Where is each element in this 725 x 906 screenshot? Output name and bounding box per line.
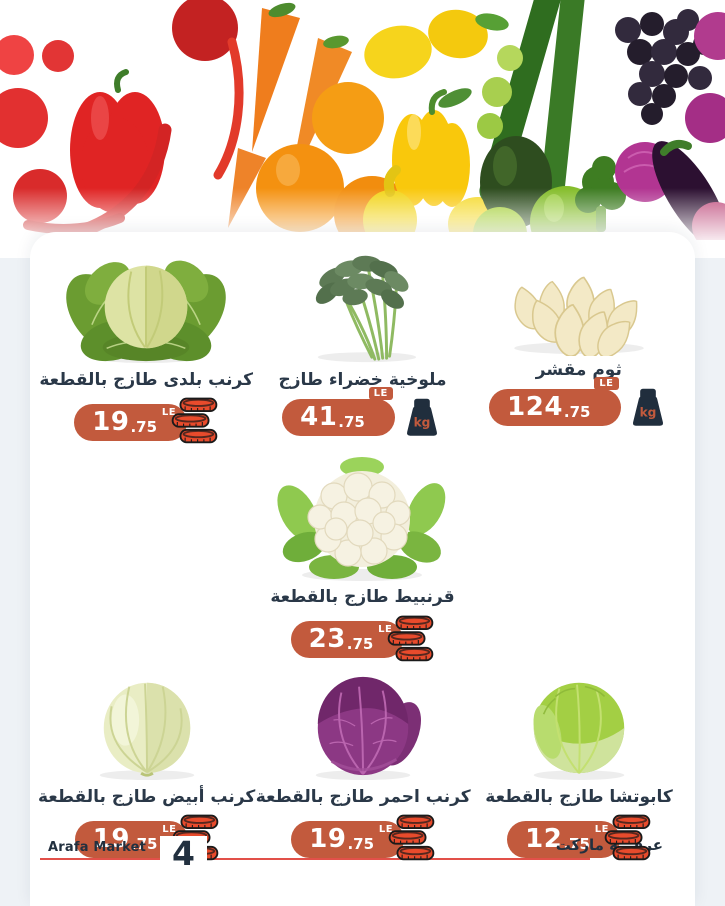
price-pill: LE 23.75	[290, 621, 404, 659]
product-card: كرنب احمر طازج بالقطعة LE 19.75	[255, 667, 471, 864]
product-row-1: كرنب بلدى طازج بالقطعة LE 19.75 ملوخية خ…	[38, 246, 687, 447]
price-tag: LE 23.75	[290, 615, 435, 665]
product-row-2: قرنبيط طازج بالقطعة LE 23.75	[38, 451, 687, 664]
kg-weight-icon	[401, 397, 443, 437]
price-pill: LE 41.75	[282, 386, 395, 436]
price-frac: .75	[346, 635, 374, 654]
cauliflower-image	[272, 451, 452, 583]
products-card: كرنب بلدى طازج بالقطعة LE 19.75 ملوخية خ…	[30, 232, 695, 906]
currency-label: LE	[378, 823, 394, 835]
price-tag: LE 19.75	[291, 814, 435, 864]
coins-icon	[388, 814, 435, 864]
price-main: 19	[92, 823, 130, 854]
price-frac: .75	[563, 834, 590, 853]
coins-icon	[171, 397, 218, 447]
coins-icon	[387, 615, 434, 665]
currency-label: LE	[594, 823, 609, 835]
price-main: 124	[507, 391, 563, 422]
kg-weight-icon	[627, 387, 669, 427]
hero-produce-image	[0, 0, 725, 258]
currency-label: LE	[378, 624, 393, 636]
currency-label: LE	[161, 406, 177, 418]
coins-icon	[604, 814, 651, 864]
product-card: قرنبيط طازج بالقطعة LE 23.75	[270, 451, 455, 665]
green-cabbage-image	[62, 246, 230, 366]
product-row-3: كرنب أبيض طازج بالقطعة LE 19.75 كرنب احم…	[38, 667, 687, 864]
product-card: ملوخية خضراء طازج LE 41.75	[254, 246, 470, 447]
price-tag: LE 124.75	[489, 376, 669, 427]
product-card: كرنب بلدى طازج بالقطعة LE 19.75	[38, 246, 254, 447]
red-cabbage-image	[284, 667, 442, 783]
brand-name-english: Arafa Market	[48, 840, 147, 855]
kabutcha-lettuce-image	[500, 667, 658, 783]
price-main: 19	[92, 406, 130, 437]
price-pill: LE 19.75	[291, 820, 405, 858]
currency-label: LE	[368, 386, 393, 400]
price-tag: LE 19.75	[74, 397, 218, 447]
price-main: 19	[309, 823, 347, 854]
product-card: ثوم مقشر LE 124.75	[471, 246, 687, 447]
currency-label: LE	[162, 823, 177, 835]
price-pill: LE 19.75	[74, 403, 188, 441]
price-main: 23	[308, 624, 346, 655]
product-card: كرنب أبيض طازج بالقطعة LE 19.75	[38, 667, 255, 864]
page-number: 4	[160, 835, 207, 873]
product-name: ملوخية خضراء طازج	[278, 370, 447, 390]
product-name: قرنبيط طازج بالقطعة	[270, 587, 455, 608]
price-main: 41	[300, 401, 338, 432]
peeled-garlic-image	[485, 246, 673, 356]
price-pill: LE 124.75	[489, 376, 621, 426]
currency-label: LE	[594, 376, 619, 390]
white-cabbage-image	[68, 667, 226, 783]
price-frac: .75	[347, 834, 375, 853]
price-frac: .75	[130, 834, 158, 853]
product-name: كرنب بلدى طازج بالقطعة	[39, 370, 253, 390]
product-name: كرنب أبيض طازج بالقطعة	[38, 786, 256, 807]
product-name: كرنب احمر طازج بالقطعة	[255, 786, 471, 807]
footer-divider-line	[40, 858, 590, 860]
price-frac: .75	[338, 412, 365, 431]
price-tag: LE 12.75	[507, 814, 651, 864]
molokhia-image	[278, 246, 446, 366]
price-pill: LE 12.75	[507, 820, 620, 858]
price-main: 12	[525, 823, 563, 854]
product-name: ثوم مقشر	[535, 360, 622, 380]
price-frac: .75	[130, 417, 158, 436]
product-name: كابوتشا طازج بالقطعة	[485, 786, 673, 807]
price-tag: LE 41.75	[282, 386, 443, 437]
product-card: كابوتشا طازج بالقطعة LE 12.75	[471, 667, 687, 864]
price-frac: .75	[563, 402, 591, 421]
